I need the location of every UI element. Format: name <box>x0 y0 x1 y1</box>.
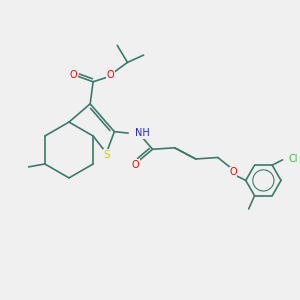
Text: O: O <box>132 160 139 170</box>
Text: O: O <box>70 70 77 80</box>
Text: NH: NH <box>135 128 149 138</box>
Text: Cl: Cl <box>288 154 298 164</box>
Text: S: S <box>104 150 110 160</box>
Text: O: O <box>229 167 237 177</box>
Text: O: O <box>107 70 115 80</box>
